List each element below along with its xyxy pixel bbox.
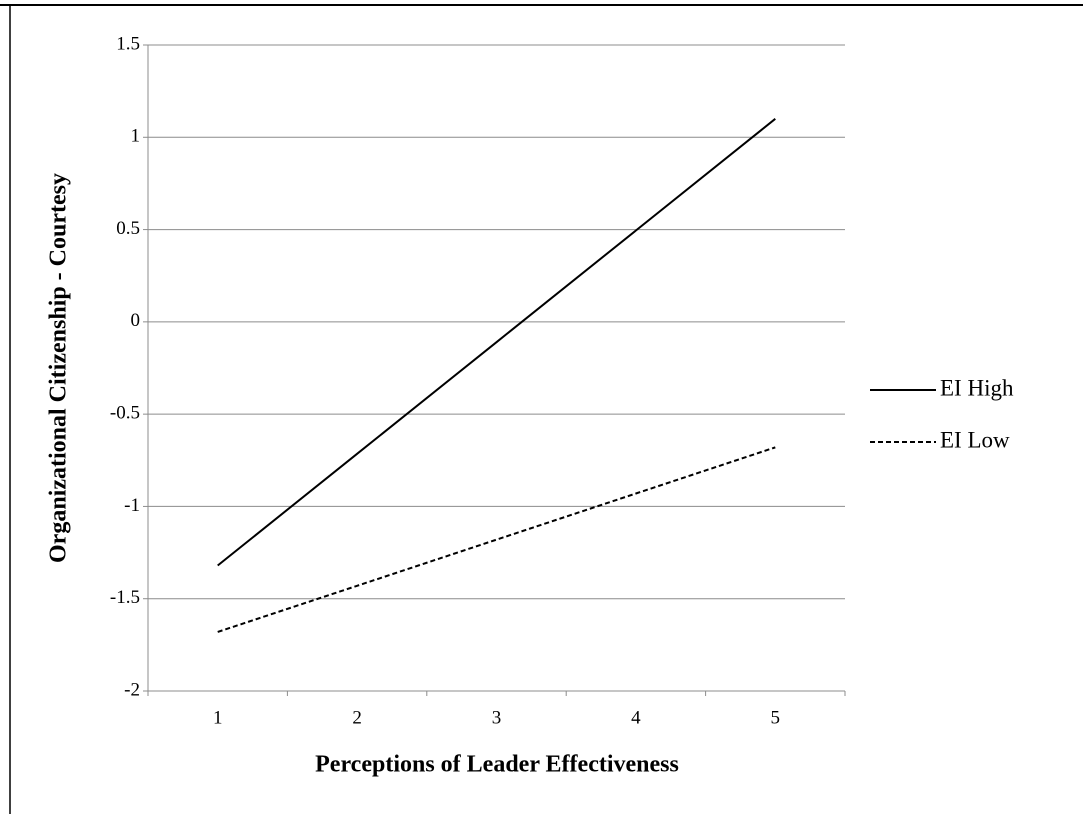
series-line [217,446,776,633]
y-axis-title: Organizational Citizenship - Courtesy [46,173,72,563]
y-tick-label: 1.5 [116,33,140,54]
series-line [217,118,776,567]
y-tick-label: 1 [131,126,141,147]
x-axis-title: Perceptions of Leader Effectiveness [315,752,679,778]
x-tick-label: 2 [352,707,362,728]
y-tick-label: -2 [124,679,140,700]
legend-label: EI High [940,375,1014,400]
y-tick-label: -1 [124,495,140,516]
x-tick-label: 3 [492,707,502,728]
y-tick-label: 0 [131,310,141,331]
y-tick-label: -1.5 [110,587,140,608]
x-tick-label: 4 [631,707,641,728]
x-tick-label: 1 [213,707,223,728]
y-tick-label: 0.5 [116,218,140,239]
legend-label: EI Low [940,427,1010,452]
x-tick-label: 5 [771,707,781,728]
y-tick-label: -0.5 [110,403,140,424]
